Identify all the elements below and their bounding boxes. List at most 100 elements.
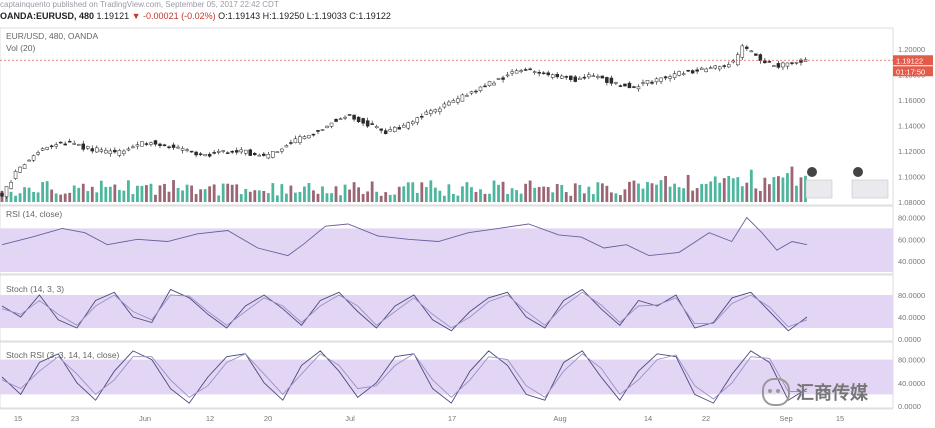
volume-bar [54, 193, 58, 202]
candle-body [501, 77, 505, 80]
volume-bar [528, 180, 532, 202]
close-value: C:1.19122 [349, 11, 391, 21]
volume-bar [397, 186, 401, 202]
volume-bar [488, 193, 491, 202]
main-pane[interactable]: EUR/USD, 480, OANDA Vol (20) 1.200001.18… [0, 27, 933, 207]
chart-canvas[interactable]: EUR/USD, 480, OANDA Vol (20) 1.200001.18… [0, 22, 935, 428]
volume-bar [682, 188, 686, 202]
event-badge[interactable] [805, 179, 833, 199]
y-tick-label: 80.0000 [898, 213, 925, 222]
volume-bar [185, 184, 189, 202]
candle-body [289, 142, 293, 144]
candle-body [284, 145, 289, 148]
volume-bar [749, 169, 753, 202]
y-tick-label: 0.0000 [898, 335, 921, 344]
author-name: captainquento [0, 0, 51, 9]
volume-bar [740, 186, 744, 202]
quote-line: OANDA:EURUSD, 480 1.19121 ▼ -0.00021 (-0… [0, 9, 935, 23]
candle-body [510, 71, 514, 74]
candle-body [555, 74, 559, 78]
volume-bar [271, 183, 275, 202]
volume-bar [582, 193, 586, 202]
rsi-pane[interactable]: RSI (14, close) 80.0000 60.0000 40.0000 [0, 205, 925, 275]
candle-body [316, 130, 320, 132]
volume-bar [104, 186, 108, 202]
candle-body [257, 154, 262, 157]
candle-body [117, 150, 122, 156]
x-tick-label: 15 [836, 414, 844, 423]
volume-bar [239, 194, 243, 202]
candle-body [216, 151, 221, 153]
candle-body [465, 95, 469, 97]
candle-body [541, 72, 546, 75]
volume-bar [212, 184, 216, 202]
candle-body [293, 138, 298, 144]
volume-bar [673, 183, 676, 202]
candle-body [45, 147, 49, 150]
candle-body [54, 144, 58, 147]
volume-bar [722, 178, 726, 202]
volume-bar [131, 194, 135, 202]
volume-bar [217, 195, 221, 202]
x-tick-label: 14 [644, 414, 652, 423]
candle-body [681, 73, 686, 76]
volume-bar [591, 194, 595, 202]
candle-body [474, 90, 478, 93]
candle-body [406, 122, 411, 129]
candle-body [194, 151, 198, 156]
volume-bar [560, 184, 564, 202]
candle-body [627, 82, 632, 89]
candle-body [654, 78, 659, 83]
y-tick-label: 1.08000 [898, 198, 925, 207]
volume-bar [181, 190, 184, 202]
candle-body [49, 145, 54, 148]
volume-bar [790, 166, 794, 202]
volume-bar [27, 187, 31, 202]
volume-bar [348, 189, 351, 202]
candle-body [4, 186, 9, 197]
event-marker-icon[interactable] [807, 167, 817, 177]
candle-body [699, 67, 704, 70]
candle-body [438, 108, 442, 112]
y-tick-label: 1.20000 [898, 45, 925, 54]
candle-body [523, 69, 528, 71]
candle-body [708, 67, 713, 69]
volume-bar [447, 184, 451, 202]
candle-body [248, 149, 253, 156]
stochrsi-pane[interactable]: Stoch RSI (3, 3, 14, 14, close) 80.0000 4… [0, 341, 925, 411]
volume-bar [145, 185, 148, 202]
candle-body [36, 152, 40, 155]
candle-body [758, 54, 763, 61]
candle-body [578, 77, 582, 80]
volume-bar [262, 191, 266, 202]
volume-bar [442, 195, 446, 202]
candle-body [803, 59, 808, 62]
candle-body [496, 78, 501, 80]
event-marker-icon[interactable] [853, 167, 863, 177]
candle-body [429, 110, 433, 114]
candle-body [171, 144, 176, 148]
candle-body [677, 71, 681, 76]
candle-body [90, 148, 95, 152]
candle-body [736, 54, 740, 66]
event-badge[interactable] [851, 179, 889, 199]
volume-bar [235, 184, 239, 202]
stoch-pane[interactable]: Stoch (14, 3, 3) 80.0000 40.0000 0.0000 [0, 274, 925, 344]
candle-body [27, 159, 31, 162]
candle-body [573, 76, 578, 82]
volume-bar [777, 176, 780, 202]
candle-body [781, 62, 785, 68]
volume-bar [736, 177, 740, 202]
volume-bar [664, 175, 667, 202]
price-change: -0.00021 (-0.02%) [143, 11, 216, 21]
volume-bar [95, 192, 99, 202]
volume-bar [772, 177, 776, 202]
volume-bar [375, 191, 379, 202]
candle-body [58, 141, 63, 144]
y-tick-label: 60.0000 [898, 235, 925, 244]
y-tick-label: 40.0000 [898, 379, 925, 388]
volume-bar [406, 182, 410, 202]
time-axis[interactable]: 15 23 Jun 12 20 Jul 17 Aug 14 22 Sep 15 [0, 408, 893, 423]
volume-bar [492, 180, 496, 202]
candle-body [596, 76, 600, 78]
